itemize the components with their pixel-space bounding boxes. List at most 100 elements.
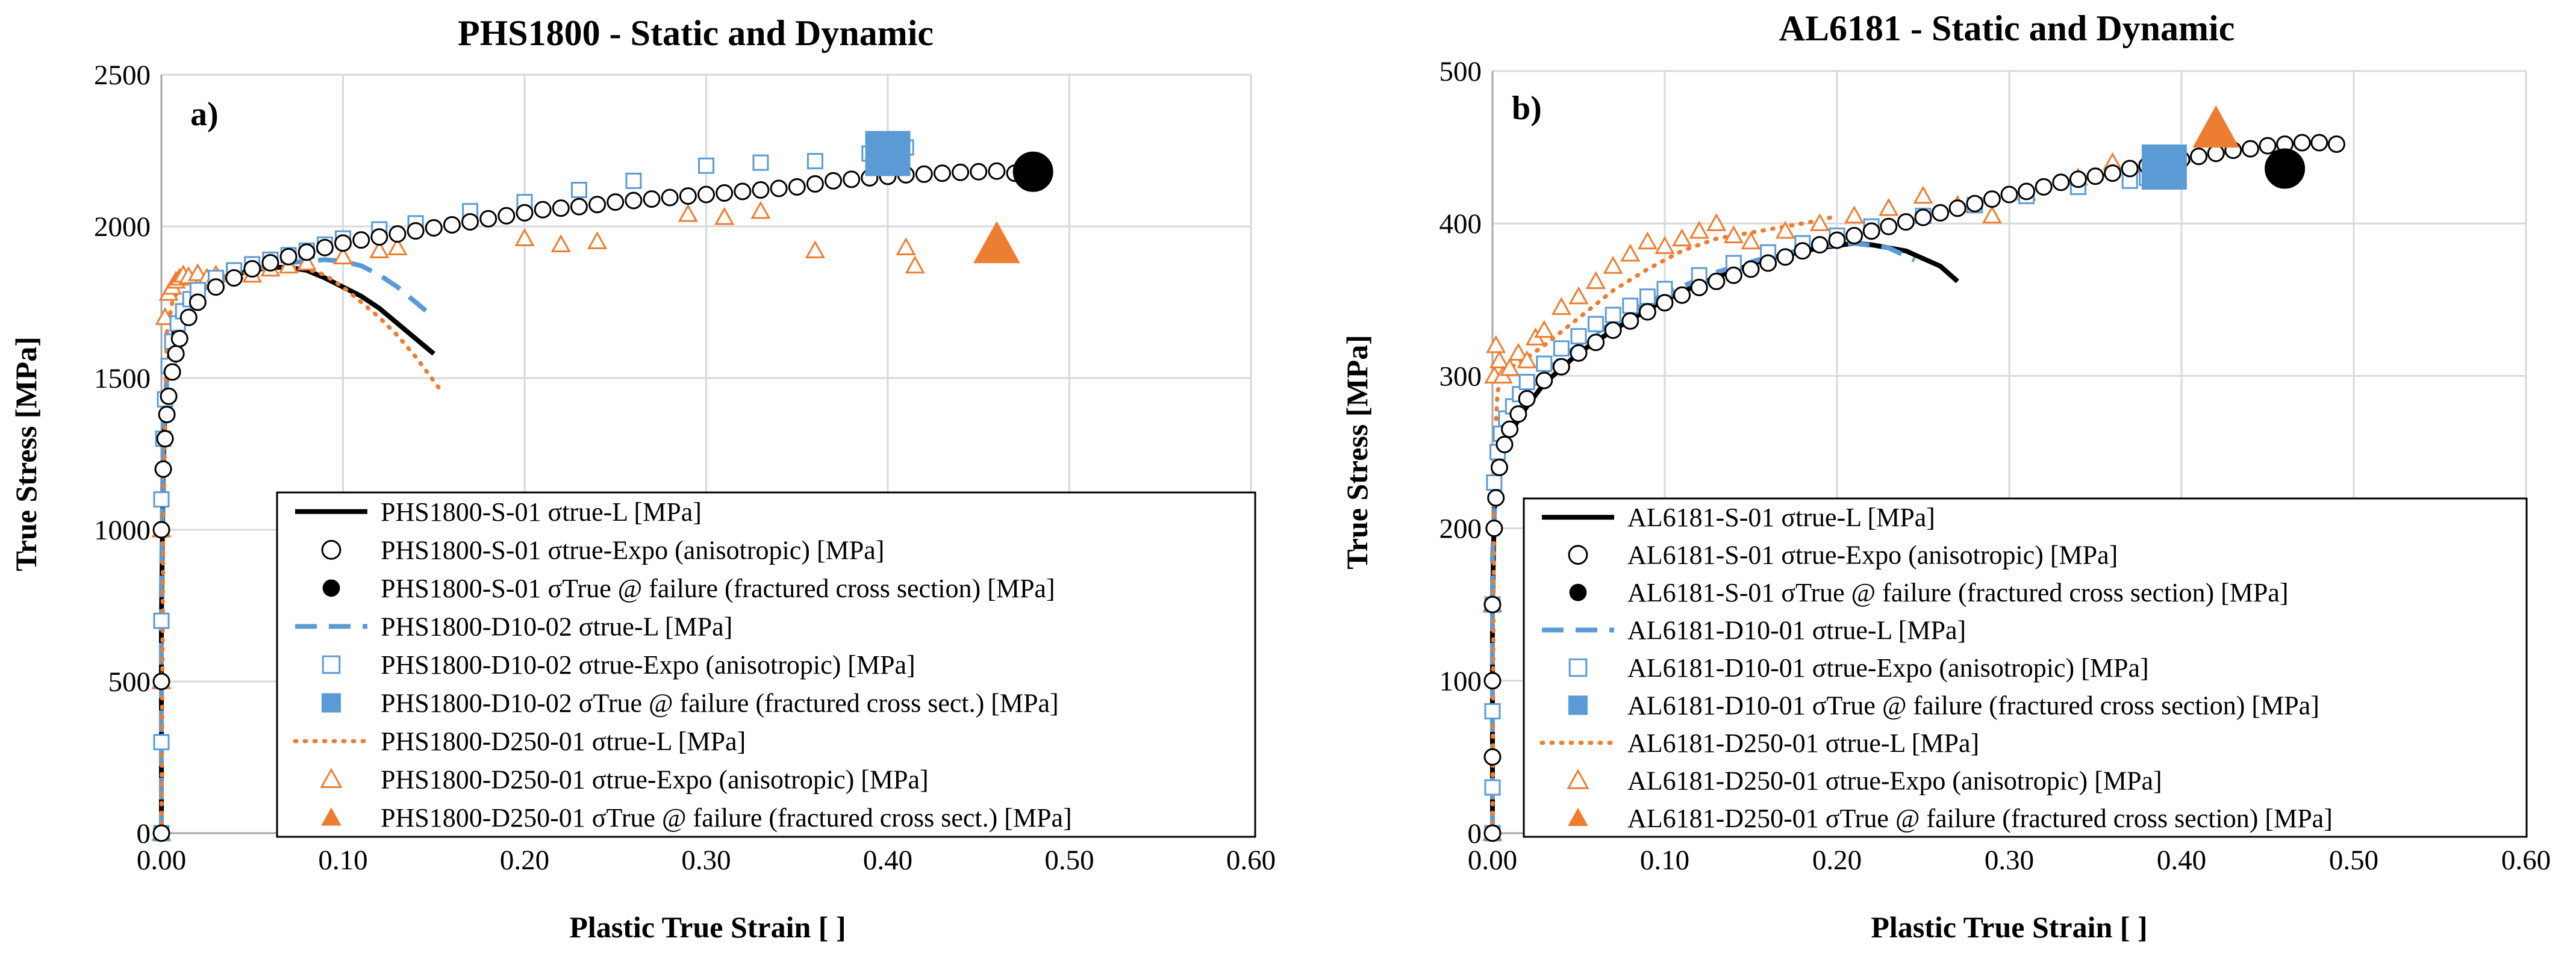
data-point [152,521,170,539]
data-point [1982,205,2002,224]
data-point [661,188,679,206]
legend-item: PHS1800-D10-02 σTrue @ failure (fracture… [321,689,1059,718]
legend-item: AL6181-D250-01 σTrue @ failure (fracture… [1568,804,2333,833]
data-point [1637,231,1658,250]
legend-item: PHS1800-S-01 σtrue-Expo (anisotropic) [M… [321,535,884,565]
data-point [514,228,535,246]
data-point [750,200,771,219]
data-point [2265,148,2306,189]
data-point [1862,222,1880,240]
y-tick-label: 1000 [94,515,151,546]
legend-item: PHS1800-D250-01 σtrue-Expo (anisotropic)… [320,765,929,795]
legend-label: AL6181-D250-01 σTrue @ failure (fracture… [1627,804,2333,833]
data-point [388,225,407,243]
data-point [316,238,334,256]
legend-label: PHS1800-S-01 σTrue @ failure (fractured … [381,574,1055,603]
x-tick-label: 0.30 [1985,845,2034,876]
data-point [1983,190,2001,208]
data-point [1794,242,1812,260]
data-point [156,430,174,448]
data-point [915,165,933,183]
legend-key-marker [1568,695,1588,715]
chart-title: PHS1800 - Static and Dynamic [458,13,934,53]
series-filled-square-blue [865,131,911,176]
legend: PHS1800-S-01 σtrue-L [MPa] PHS1800-S-01 σ… [276,491,1256,838]
data-point [843,170,861,188]
legend-item: PHS1800-D250-01 σtrue-L [MPa] [293,727,746,756]
data-point [1673,286,1691,304]
data-point [207,278,225,296]
data-point [2069,170,2087,188]
data-point [1879,197,1899,216]
data-point [1486,335,1506,353]
data-point [154,460,172,478]
y-tick-label: 400 [1439,208,1482,240]
data-point [2293,134,2311,152]
data-point [2327,135,2345,154]
data-point [334,234,352,252]
data-point [1605,306,1621,323]
data-point [1534,320,1555,338]
data-point [443,216,461,234]
data-point [625,191,643,209]
x-axis-label: Plastic True Strain [ ] [1871,910,2147,944]
data-point [1689,220,1709,239]
data-point [2241,140,2259,158]
data-point [1775,220,1795,239]
legend-label: AL6181-D250-01 σtrue-L [MPa] [1627,728,1979,758]
data-point [2000,185,2018,203]
data-point [1500,358,1520,376]
data-point [697,185,715,203]
legend-item: AL6181-S-01 σtrue-L [MPa] [1542,503,1935,532]
x-tick-label: 0.20 [1812,845,1862,876]
legend-item: AL6181-S-01 σTrue @ failure (fractured c… [1569,578,2289,607]
x-tick-label: 0.30 [681,845,731,876]
data-point [153,491,170,508]
y-tick-label: 0 [1468,818,1482,849]
legend-label: AL6181-D10-01 σTrue @ failure (fractured… [1627,691,2319,720]
x-tick-label: 0.60 [1226,845,1276,876]
data-point [1932,203,1950,222]
data-point [153,612,170,629]
data-point [1483,672,1502,690]
legend-label: PHS1800-D250-01 σtrue-L [MPa] [381,727,746,756]
data-point [1809,213,1830,231]
data-point [1483,595,1502,613]
data-point [1654,236,1675,254]
legend-item: AL6181-D10-01 σtrue-Expo (anisotropic) [… [1568,653,2149,683]
y-tick-label: 0 [137,818,151,849]
data-point [905,255,925,274]
data-point [952,163,970,181]
data-point [550,234,571,252]
data-point [933,164,951,182]
data-point [425,219,443,237]
x-tick-label: 0.50 [2329,845,2378,876]
data-point [770,179,788,197]
data-point [1603,256,1623,274]
data-point [187,263,208,281]
data-point [461,213,479,231]
data-point [1517,350,1537,368]
x-tick-label: 0.10 [1640,845,1689,876]
chart-panel-b: 0.00 0.10 0.20 0.30 0.40 0.50 0.60 0 100 200 300 40… [1340,8,2551,944]
data-point [352,231,370,249]
legend-label: AL6181-S-01 σTrue @ failure (fractured c… [1627,578,2289,607]
series-open-circle-black [152,162,1024,842]
data-point [752,154,769,171]
data-point [534,200,552,219]
data-point [1966,194,1984,213]
data-point [588,196,607,214]
data-point [806,175,824,193]
x-tick-label: 0.40 [2157,845,2206,876]
data-point [2207,144,2225,163]
y-tick-label: 300 [1439,361,1482,392]
data-point [1622,297,1639,314]
x-tick-label: 0.00 [1468,845,1517,876]
data-point [1588,315,1605,332]
data-point [225,269,243,287]
data-point [716,184,734,202]
data-point [1518,389,1536,408]
data-point [1638,303,1656,321]
y-tick-label: 1500 [94,363,151,394]
series-filled-square-blue [2141,144,2187,190]
